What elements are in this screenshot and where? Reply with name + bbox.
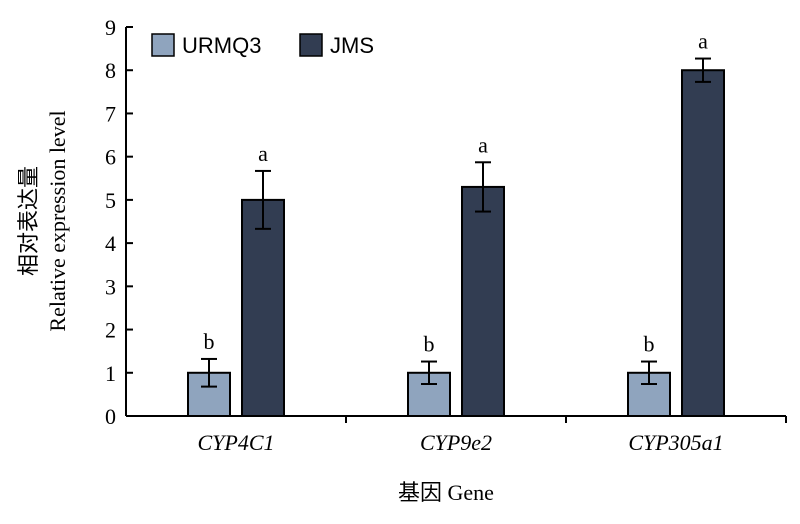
- y-tick-label: 7: [105, 101, 116, 126]
- y-tick-label: 8: [105, 58, 116, 83]
- y-axis-title-chinese: 相对表达量: [16, 166, 41, 276]
- legend-label-jms: JMS: [330, 33, 374, 58]
- y-tick-label: 5: [105, 188, 116, 213]
- x-category-label: CYP305a1: [628, 430, 723, 455]
- x-axis-title: 基因 Gene: [398, 480, 494, 505]
- legend-swatch-jms: [299, 33, 323, 57]
- x-category-label: CYP9e2: [420, 430, 492, 455]
- legend-swatch-urmq3: [151, 33, 175, 57]
- bar-jms: [241, 198, 285, 417]
- legend-label-urmq3: URMQ3: [182, 33, 261, 58]
- y-tick-label: 1: [105, 361, 116, 386]
- legend: URMQ3 JMS: [151, 33, 374, 58]
- y-tick-label: 3: [105, 274, 116, 299]
- y-tick-label: 0: [105, 404, 116, 429]
- y-tick-label: 4: [105, 231, 116, 256]
- y-tick-label: 6: [105, 145, 116, 170]
- x-axis: CYP4C1 CYP9e2 CYP305a1: [126, 415, 787, 455]
- y-axis: 0 1 2 3 4 5 6 7 8 9: [105, 15, 133, 429]
- significance-label: a: [698, 29, 708, 54]
- bars: b a b a b a: [187, 29, 725, 417]
- x-category-label: CYP4C1: [197, 430, 274, 455]
- significance-label: a: [478, 132, 488, 157]
- y-axis-title-english: Relative expression level: [45, 110, 70, 331]
- bar-jms: [461, 185, 505, 417]
- y-tick-label: 2: [105, 318, 116, 343]
- significance-label: b: [644, 332, 655, 357]
- y-tick-label: 9: [105, 15, 116, 40]
- significance-label: b: [204, 329, 215, 354]
- significance-label: a: [258, 141, 268, 166]
- significance-label: b: [424, 332, 435, 357]
- bar-jms: [681, 69, 725, 417]
